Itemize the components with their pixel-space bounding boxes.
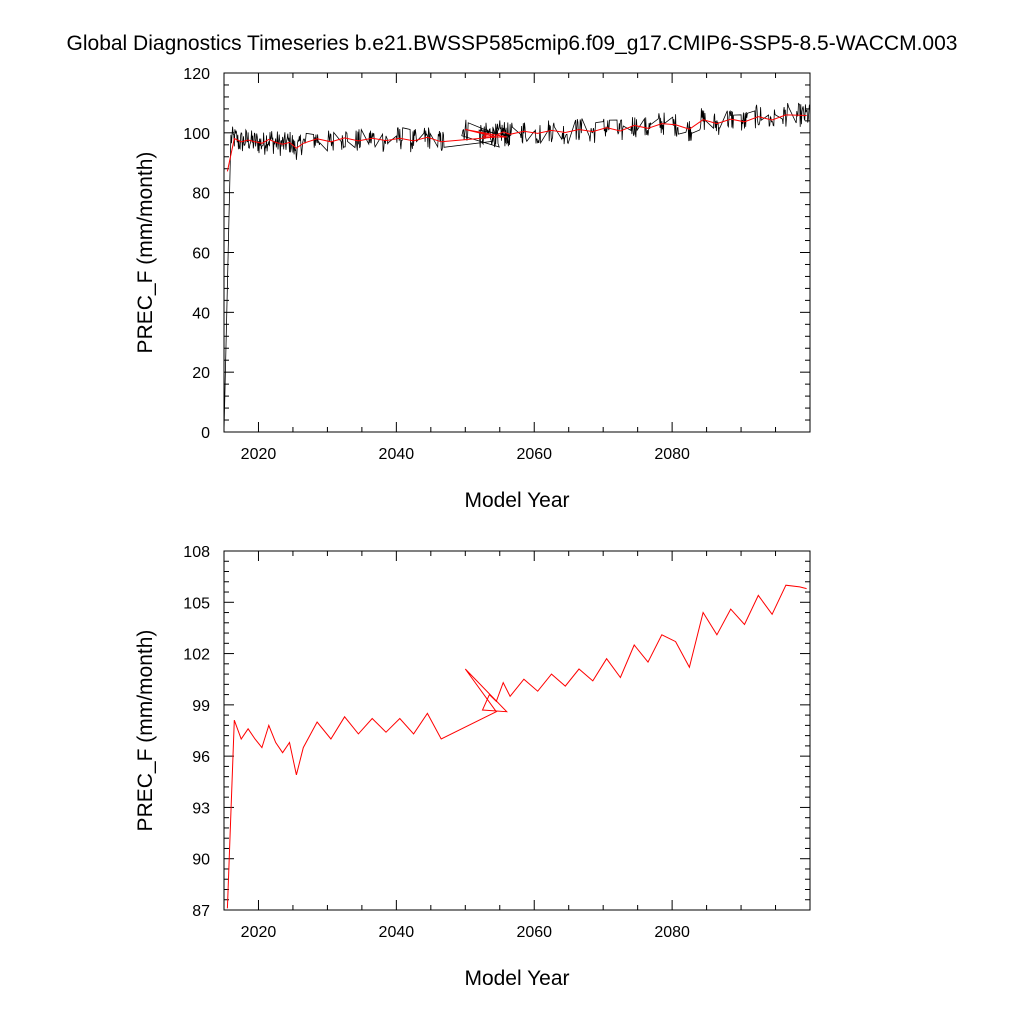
plot-frame	[223, 550, 811, 911]
x-axis-label: Model Year	[464, 489, 569, 512]
y-tick-label: 100	[183, 126, 210, 143]
x-tick-label: 2020	[241, 924, 277, 941]
y-tick-label: 0	[201, 425, 210, 442]
x-tick-label: 2080	[654, 446, 690, 463]
x-tick-label: 2020	[241, 446, 277, 463]
x-tick-label: 2040	[379, 446, 415, 463]
y-tick-label: 120	[183, 66, 210, 83]
plot-frame	[223, 72, 811, 433]
monthly-series-line	[224, 102, 810, 432]
y-tick-label: 90	[192, 852, 210, 869]
x-axis-label: Model Year	[464, 967, 569, 990]
x-tick-label: 2040	[379, 924, 415, 941]
y-tick-label: 40	[192, 305, 210, 322]
y-tick-label: 93	[192, 800, 210, 817]
annual-series-line	[226, 584, 807, 909]
y-tick-label: 102	[183, 647, 210, 664]
y-tick-label: 99	[192, 698, 210, 715]
x-tick-label: 2080	[654, 924, 690, 941]
y-axis-label: PREC_F (mm/month)	[134, 152, 157, 354]
y-tick-label: 20	[192, 365, 210, 382]
y-tick-label: 105	[183, 595, 210, 612]
annual-series-line	[226, 114, 807, 172]
y-axis-label: PREC_F (mm/month)	[134, 630, 157, 832]
y-tick-label: 80	[192, 186, 210, 203]
chart-title: Global Diagnostics Timeseries b.e21.BWSS…	[66, 32, 958, 55]
y-tick-label: 108	[183, 544, 210, 561]
y-tick-label: 96	[192, 749, 210, 766]
x-tick-label: 2060	[516, 446, 552, 463]
y-tick-label: 87	[192, 903, 210, 920]
x-tick-label: 2060	[516, 924, 552, 941]
bottom-panel: 2020 2040 2060 2080 87 90 93 96 99 102 105 108 Model…	[134, 544, 811, 990]
y-tick-label: 60	[192, 246, 210, 263]
